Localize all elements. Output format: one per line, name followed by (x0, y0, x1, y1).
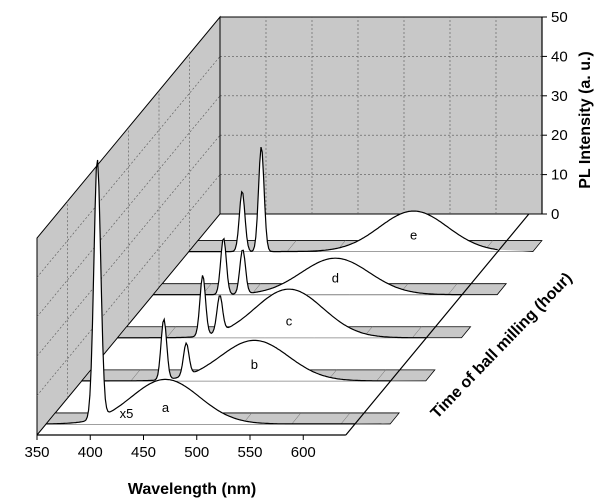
series-b (80, 317, 436, 382)
z-tick-label: 10 (551, 167, 568, 184)
series-fill (117, 275, 462, 338)
slab-gridline (340, 412, 351, 425)
multiplier-note: x5 (120, 406, 134, 421)
slab-gridline (166, 326, 176, 338)
spectra (45, 146, 543, 425)
slab-gridline (291, 412, 302, 425)
x-tick-label: 500 (184, 444, 209, 461)
x-tick-label: 350 (24, 444, 49, 461)
series-label-a: a (162, 400, 170, 415)
series-label-e: e (410, 228, 417, 243)
x-axis-title: Wavelength (nm) (128, 481, 256, 498)
series-label-d: d (332, 271, 339, 286)
z-axis-title: PL Intensity (a. u.) (577, 51, 594, 189)
slab-gridline (286, 240, 297, 252)
axes (36, 16, 547, 440)
z-tick-label: 30 (551, 88, 568, 105)
series-fill (153, 238, 498, 295)
series-line (46, 159, 355, 425)
series-line (117, 275, 427, 339)
series-line (81, 317, 391, 382)
series-fill (81, 319, 426, 381)
z-tick-label: 20 (551, 127, 568, 144)
series-label-c: c (286, 314, 293, 329)
x-tick-label: 550 (237, 444, 262, 461)
z-tick-label: 0 (551, 206, 559, 223)
series-e (188, 146, 543, 253)
back-wall-panel (219, 16, 543, 215)
z-tick-label: 50 (551, 9, 568, 26)
series-a (45, 159, 400, 425)
slab-gridline (130, 369, 141, 382)
slab-gridline (376, 369, 386, 382)
series-d (152, 237, 508, 296)
x-tick-label: 400 (78, 444, 103, 461)
series-c (116, 275, 472, 339)
series-label-b: b (251, 357, 258, 372)
series-line (188, 146, 498, 253)
slab-gridline (412, 326, 422, 338)
back-wall (36, 15, 543, 437)
slab-gridline (447, 283, 458, 295)
x-tick-label: 600 (291, 444, 316, 461)
y-axis-line (345, 213, 530, 436)
z-tick-label: 40 (551, 48, 568, 65)
labels: e d c b a x5 350 400 450 500 550 600 0 10 20 30 40 50 (24, 9, 567, 461)
x-tick-label: 450 (131, 444, 156, 461)
